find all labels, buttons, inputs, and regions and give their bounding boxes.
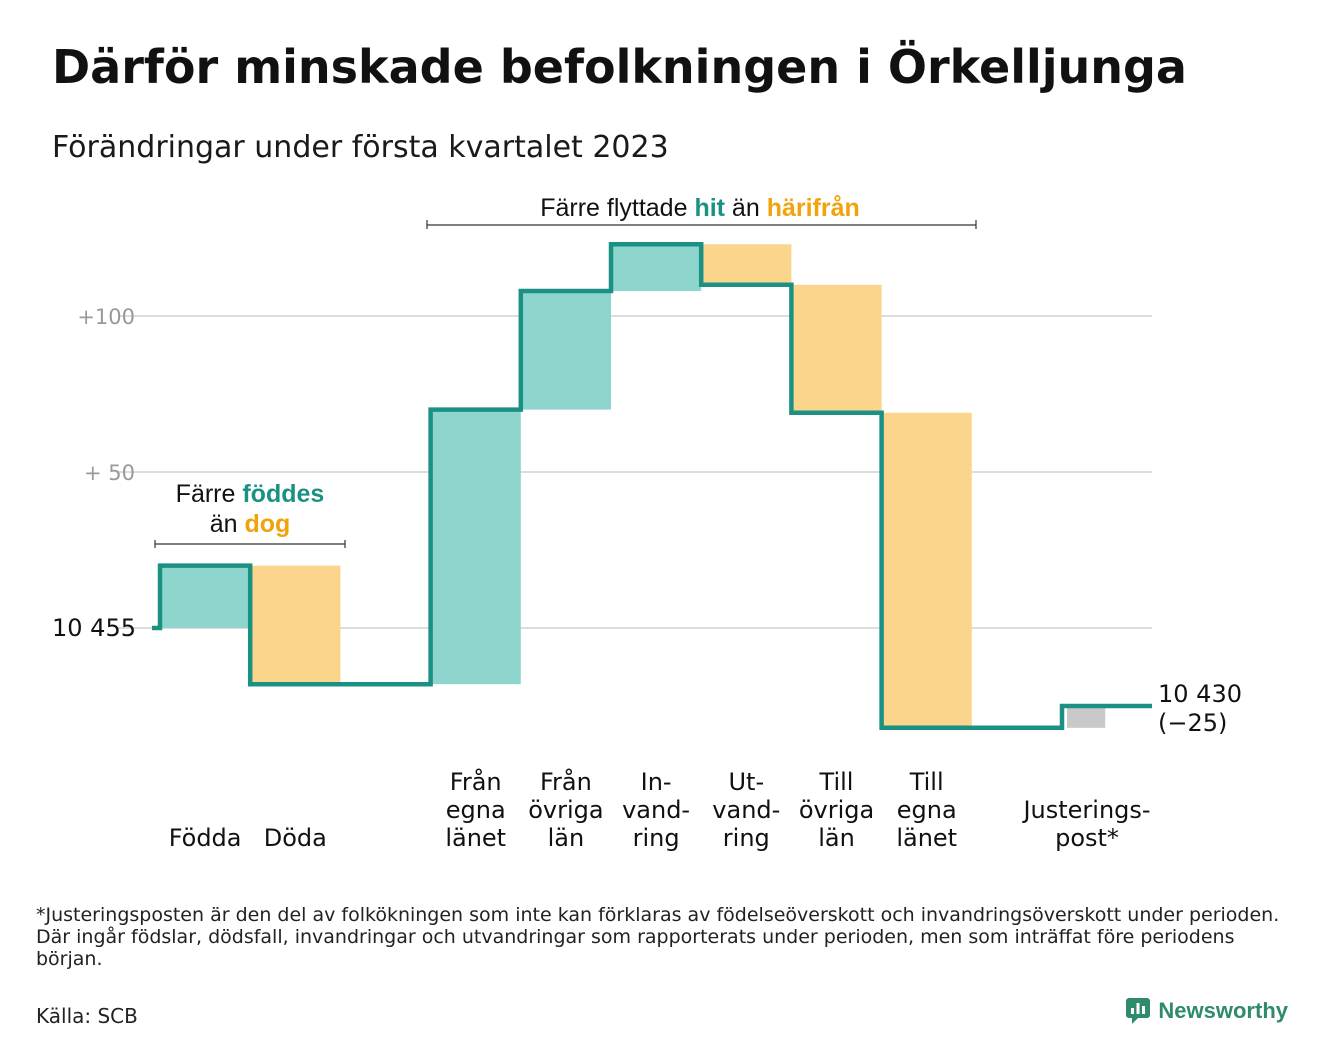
brand-name: Newsworthy [1158, 998, 1288, 1023]
bar-4 [520, 291, 611, 410]
source: Källa: SCB [36, 1004, 138, 1028]
category-label-7-0: Till [819, 768, 854, 796]
migration-annotation-bracket [426, 220, 977, 229]
category-label-8-1: egna [897, 796, 957, 824]
end-label: 10 430 (−25) [1158, 680, 1242, 737]
bars [160, 244, 1106, 728]
bar-3 [430, 409, 521, 685]
births-annotation: Färre föddes än dog [154, 480, 346, 548]
category-label-3-2: länet [445, 824, 506, 852]
category-label-4-0: Från [540, 767, 592, 796]
newsworthy-brand[interactable]: Newsworthy [1126, 998, 1288, 1024]
category-label-4-2: län [548, 824, 585, 852]
bar-7 [791, 284, 882, 413]
migration-annotation-text: Färre flyttade hit än härifrån [540, 194, 860, 222]
category-label-5-0: In- [641, 768, 672, 796]
bar-0 [160, 565, 251, 628]
births-annotation-line2: än dog [210, 510, 291, 538]
bar-1 [250, 565, 341, 685]
category-label-0-0: Födda [169, 824, 242, 852]
migration-annotation-out: härifrån [767, 194, 860, 222]
y-tick-label-1: + 50 [84, 461, 135, 485]
end-value-label: 10 430 [1158, 680, 1242, 708]
category-label-5-1: vand- [622, 796, 690, 824]
category-label-6-1: vand- [712, 796, 780, 824]
running-total-path [152, 241, 1152, 731]
category-label-8-0: Till [909, 768, 944, 796]
births-annotation-bracket [154, 540, 346, 548]
bar-8 [881, 412, 972, 728]
category-label-6-0: Ut- [728, 768, 764, 796]
category-label-10-1: post* [1055, 824, 1119, 852]
category-label-3-0: Från [450, 767, 502, 796]
births-annotation-line1: Färre föddes [176, 480, 325, 508]
category-label-10-0: Justerings- [1021, 796, 1150, 824]
chart-subtitle: Förändringar under första kvartalet 2023 [52, 130, 669, 165]
y-tick-label-2: 10 455 [52, 614, 136, 642]
category-label-4-1: övriga [528, 796, 603, 824]
migration-annotation: Färre flyttade hit än härifrån [426, 194, 977, 229]
category-label-5-2: ring [633, 824, 680, 852]
chart-title: Därför minskade befolkningen i Örkelljun… [52, 40, 1187, 94]
births-annotation-died: dog [244, 510, 290, 538]
category-label-7-1: övriga [799, 796, 874, 824]
bar-5 [611, 244, 702, 292]
newsworthy-logo-icon [1126, 998, 1151, 1024]
category-labels: Födda DödaFrånegnalänetFrånövrigalänIn-va… [169, 767, 1151, 852]
end-change-label: (−25) [1158, 709, 1227, 737]
grid-lines: +100 + 50 10 455 [52, 305, 1152, 642]
running-total-line [152, 241, 1152, 731]
category-label-3-1: egna [446, 796, 506, 824]
footnote: *Justeringsposten är den del av folkökni… [36, 904, 1280, 970]
category-label-8-2: länet [896, 824, 957, 852]
category-label-7-2: län [818, 824, 855, 852]
y-tick-label-0: +100 [77, 305, 135, 329]
migration-annotation-in: hit [694, 194, 725, 222]
category-label-6-2: ring [723, 824, 770, 852]
category-label-1-0: Döda [264, 824, 327, 852]
bar-6 [701, 244, 792, 285]
births-annotation-born: föddes [242, 480, 324, 508]
bar-10 [1067, 706, 1106, 728]
